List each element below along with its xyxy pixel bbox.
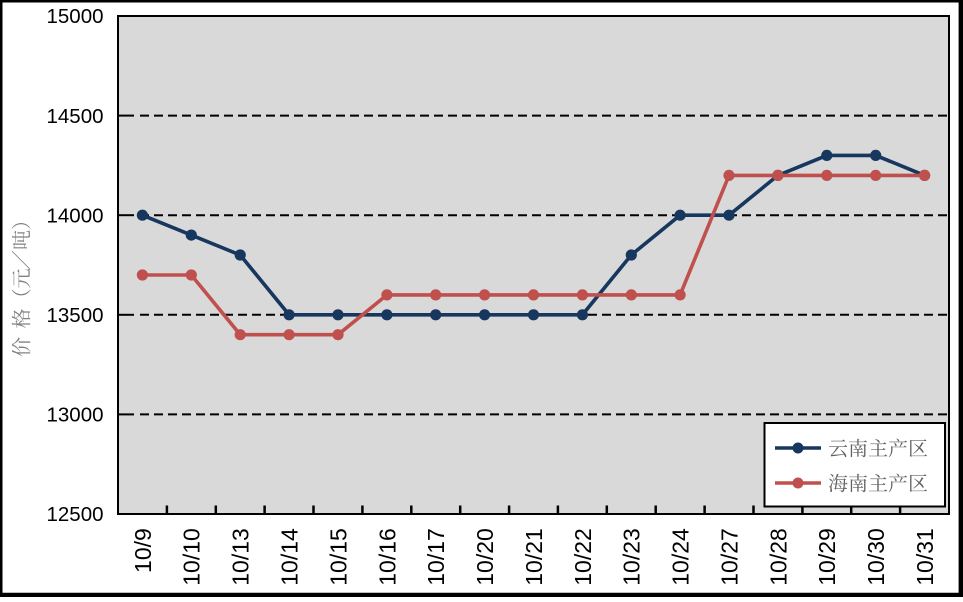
svg-text:10/14: 10/14 [277, 528, 303, 586]
svg-text:10/22: 10/22 [570, 528, 596, 586]
svg-text:10/20: 10/20 [472, 528, 498, 586]
svg-text:13000: 13000 [46, 404, 103, 427]
svg-text:10/27: 10/27 [716, 528, 742, 586]
svg-text:14000: 14000 [46, 204, 103, 227]
svg-text:10/28: 10/28 [765, 528, 791, 586]
svg-text:14500: 14500 [46, 105, 103, 128]
svg-text:10/24: 10/24 [668, 528, 694, 586]
svg-text:10/21: 10/21 [521, 528, 547, 586]
svg-text:12500: 12500 [46, 503, 103, 526]
svg-text:10/15: 10/15 [325, 528, 351, 586]
svg-text:10/9: 10/9 [130, 528, 156, 573]
svg-text:15000: 15000 [46, 5, 103, 28]
svg-text:13500: 13500 [46, 304, 103, 327]
svg-text:10/31: 10/31 [912, 528, 938, 586]
svg-text:10/29: 10/29 [814, 528, 840, 586]
svg-text:10/13: 10/13 [228, 528, 254, 586]
svg-text:10/17: 10/17 [423, 528, 449, 586]
svg-text:10/30: 10/30 [863, 528, 889, 586]
svg-text:10/23: 10/23 [619, 528, 645, 586]
svg-text:10/16: 10/16 [374, 528, 400, 586]
svg-text:10/10: 10/10 [179, 528, 205, 586]
